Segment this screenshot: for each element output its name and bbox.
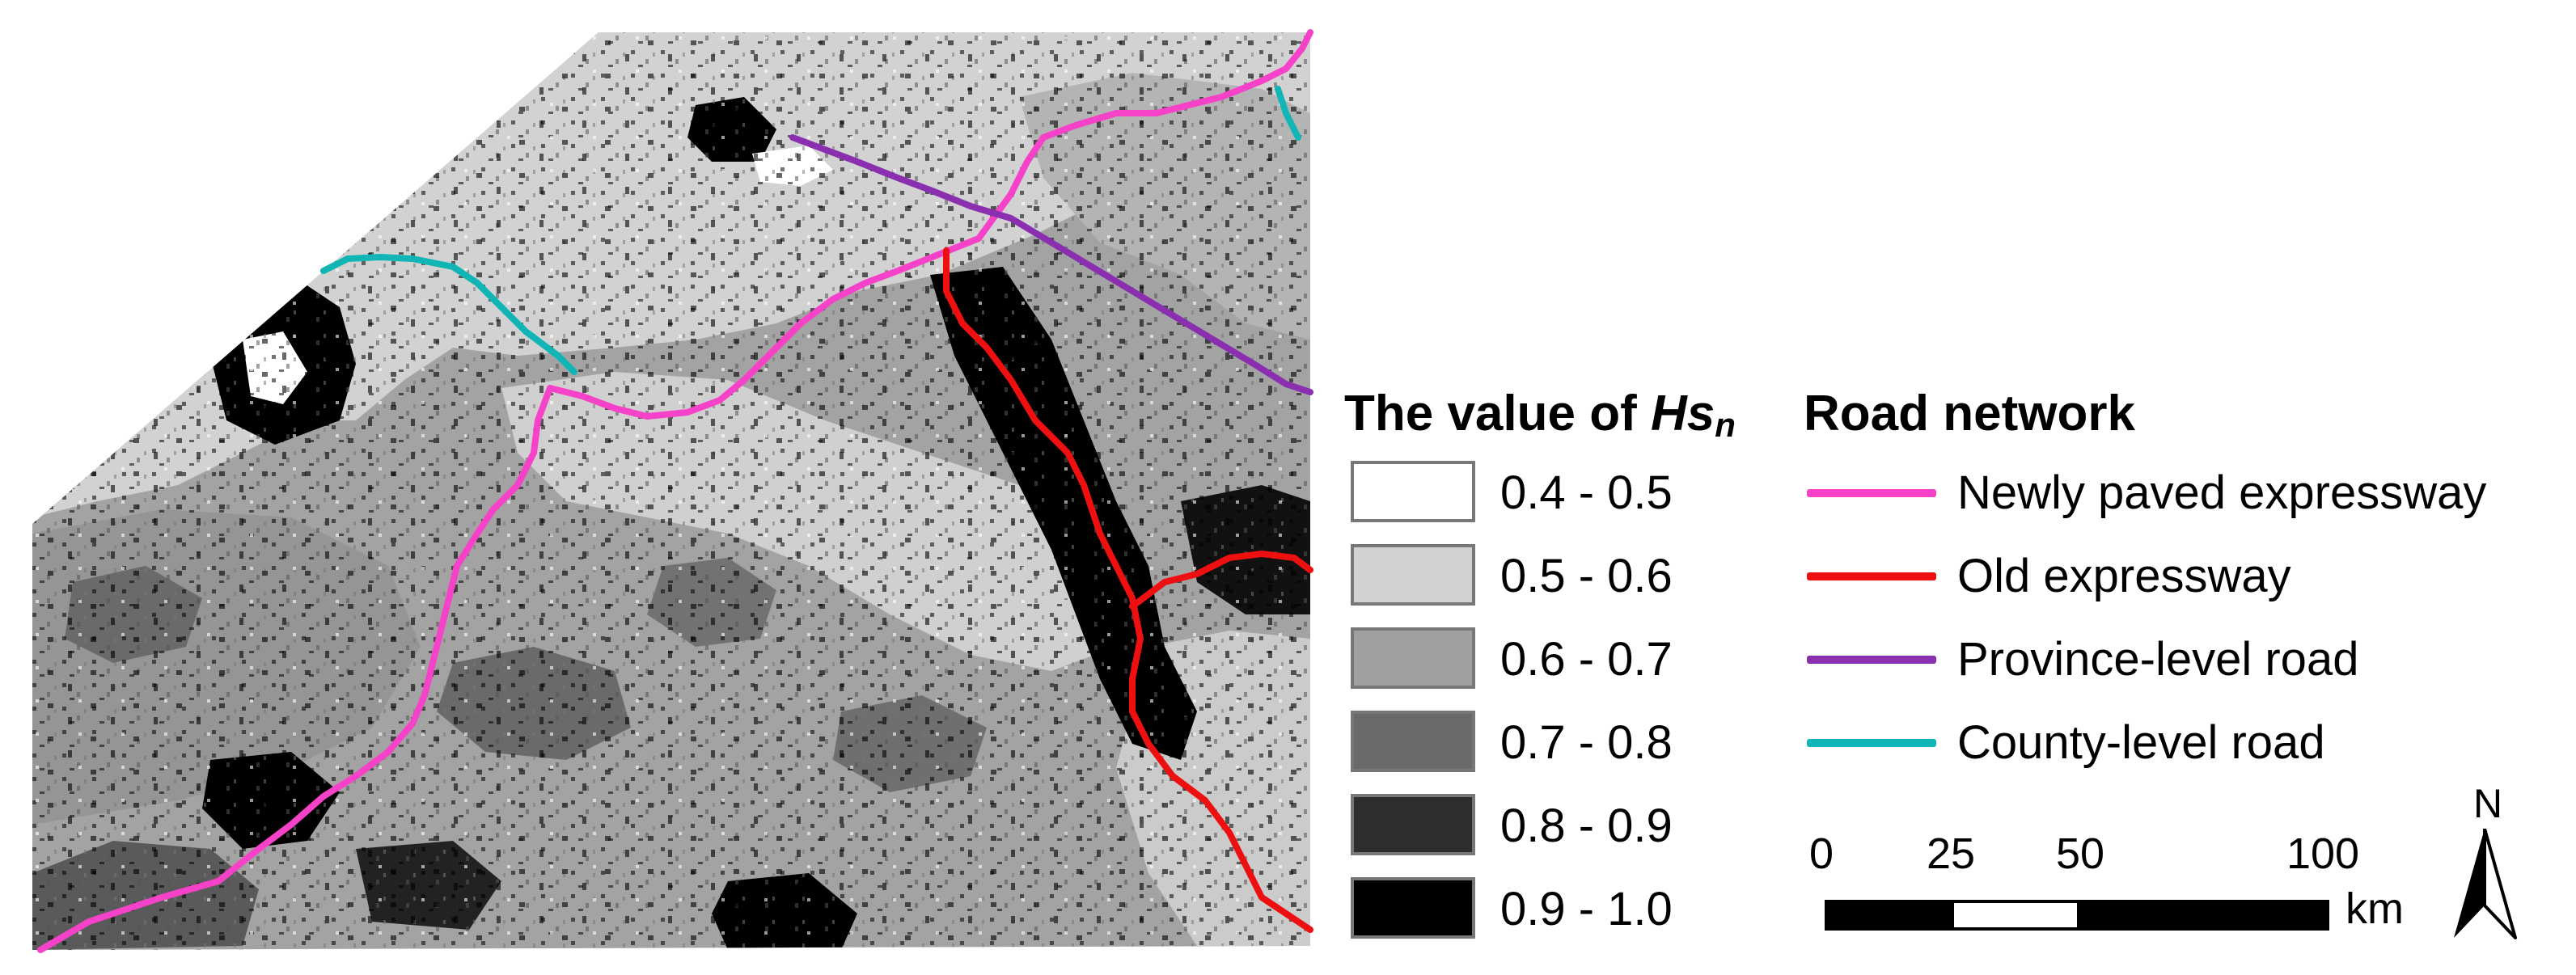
hs-raster-map <box>32 29 1313 953</box>
hs-legend-item: 0.5 - 0.6 <box>1351 544 1771 609</box>
hs-legend-title: The value of Hsn <box>1344 385 1736 445</box>
newly-paved-expressway-path <box>37 29 1313 953</box>
hs-swatch <box>1351 627 1475 689</box>
north-arrow-icon <box>2454 829 2517 939</box>
road-legend-item: Newly paved expressway <box>1804 461 2572 525</box>
hs-legend-item: 0.8 - 0.9 <box>1351 794 1771 859</box>
road-legend-label: Province-level road <box>1957 633 2359 686</box>
hs-legend-item: 0.9 - 1.0 <box>1351 877 1771 942</box>
hs-swatch <box>1351 461 1475 522</box>
scale-segment-dark <box>1825 900 1954 931</box>
scale-tick-label: 25 <box>1926 829 1976 878</box>
hs-legend-item: 0.7 - 0.8 <box>1351 711 1771 775</box>
road-line-sample <box>1807 656 1936 664</box>
hs-legend-title-subscript: n <box>1715 406 1736 444</box>
scale-tick-label: 100 <box>2286 829 2360 878</box>
hs-legend-label: 0.8 - 0.9 <box>1500 800 1673 852</box>
road-line-sample <box>1807 489 1936 497</box>
hs-legend-title-prefix: The value of <box>1344 386 1651 441</box>
scale-segment-light <box>1951 900 2080 931</box>
hs-swatch <box>1351 794 1475 855</box>
north-label: N <box>2473 781 2503 826</box>
scale-tick-label: 50 <box>2055 829 2105 878</box>
hs-legend-label: 0.9 - 1.0 <box>1500 883 1673 935</box>
hs-legend-label: 0.5 - 0.6 <box>1500 550 1673 602</box>
hs-legend-item: 0.4 - 0.5 <box>1351 461 1771 525</box>
raster-layer <box>32 32 1310 950</box>
hs-swatch <box>1351 544 1475 606</box>
province-level-road-path <box>789 134 1313 395</box>
road-legend-item: County-level road <box>1804 711 2572 775</box>
road-legend-label: Newly paved expressway <box>1957 466 2487 519</box>
road-legend-title: Road network <box>1804 386 2135 441</box>
county-level-road-branch <box>1275 86 1301 141</box>
road-legend-item: Old expressway <box>1804 544 2572 609</box>
road-legend-item: Province-level road <box>1804 627 2572 692</box>
scale-unit-label: km <box>2345 884 2404 933</box>
road-legend-label: County-level road <box>1957 716 2325 769</box>
old-expressway-branch <box>1129 551 1313 610</box>
hs-legend-label: 0.4 - 0.5 <box>1500 466 1673 519</box>
road-legend-label: Old expressway <box>1957 550 2291 602</box>
hs-legend-label: 0.7 - 0.8 <box>1500 716 1673 769</box>
county-level-road-path <box>320 254 577 375</box>
road-line-sample <box>1807 572 1936 580</box>
scale-segment-dark <box>2077 900 2329 931</box>
road-line-sample <box>1807 739 1936 747</box>
north-arrow: N <box>2451 780 2540 942</box>
scale-bar: 0 25 50 100 km <box>1808 829 2426 942</box>
road-network-layer <box>37 29 1313 953</box>
scale-tick-label: 0 <box>1808 829 1834 878</box>
hs-swatch <box>1351 877 1475 939</box>
hs-swatch <box>1351 711 1475 772</box>
hs-legend-title-symbol: Hs <box>1650 386 1715 441</box>
hs-legend-label: 0.6 - 0.7 <box>1500 633 1673 686</box>
old-expressway-path <box>943 247 1313 933</box>
hs-legend-item: 0.6 - 0.7 <box>1351 627 1771 692</box>
